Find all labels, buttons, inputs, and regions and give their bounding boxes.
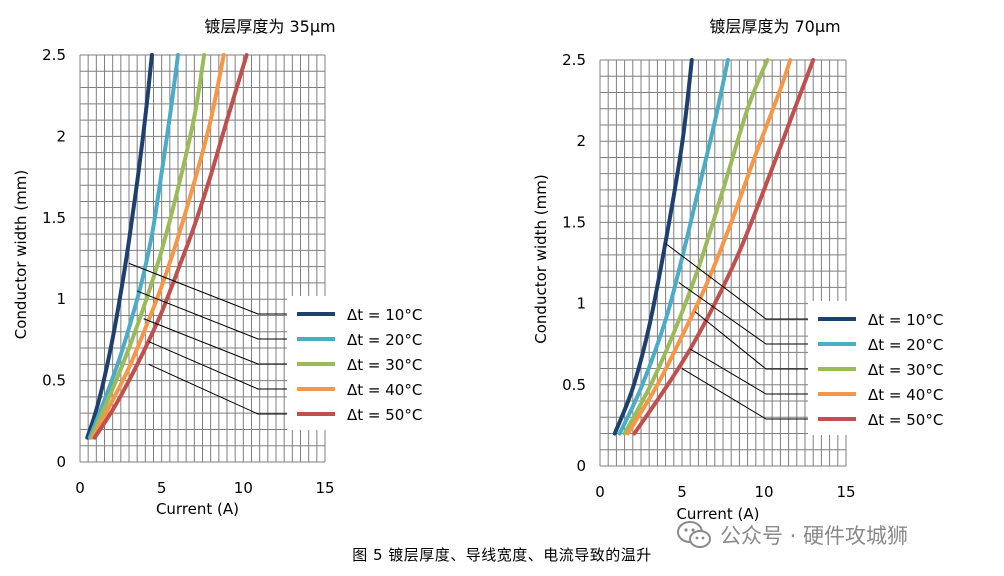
wechat-icon	[677, 521, 711, 548]
series-line-40c	[625, 58, 793, 436]
y-tick-label: 1.5	[42, 209, 66, 227]
figure-caption: 图 5 镀层厚度、导线宽度、电流导致的温升	[352, 546, 652, 564]
x-tick-label: 10	[234, 479, 253, 497]
leader-line	[148, 341, 287, 390]
y-tick-label: 1.5	[562, 213, 586, 231]
y-tick-label: 2.5	[42, 46, 66, 64]
watermark-text: 公众号 · 硬件攻城狮	[720, 524, 909, 548]
x-tick-label: 0	[595, 483, 605, 501]
chart-2: 镀层厚度为 70μm 0 5 10 15 0 0.5 1 1.5 2 2.5 Current (A) C…	[532, 17, 970, 523]
legend-label: Δt = 50°C	[868, 411, 943, 429]
leader-line	[143, 318, 287, 365]
x-tick-label: 10	[754, 483, 773, 501]
legend-label: Δt = 20°C	[868, 336, 943, 354]
y-axis-title: Conductor width (mm)	[12, 170, 30, 339]
series-line-30c	[622, 58, 770, 436]
series-line-20c	[87, 53, 180, 440]
x-axis-title: Current (A)	[676, 505, 759, 523]
legend-label: Δt = 10°C	[347, 306, 422, 324]
y-tick-label: 0	[56, 453, 66, 471]
y-tick-label: 2	[56, 127, 66, 145]
series-line-40c	[91, 53, 226, 440]
legend-label: Δt = 40°C	[347, 381, 422, 399]
leader-line	[136, 290, 287, 340]
series-line-50c	[632, 58, 816, 436]
leader-line	[689, 348, 808, 395]
watermark: 公众号 · 硬件攻城狮	[676, 520, 908, 550]
chart-title: 镀层厚度为 35μm	[204, 17, 335, 36]
y-tick-label: 2.5	[562, 51, 586, 69]
y-tick-label: 2	[576, 132, 586, 150]
leader-line	[148, 363, 287, 415]
leader-line	[678, 282, 808, 345]
series-line-10c	[85, 53, 154, 440]
series-line-20c	[617, 58, 730, 436]
chart-title: 镀层厚度为 70μm	[709, 17, 840, 36]
y-tick-label: 1	[56, 290, 66, 308]
y-tick-label: 1	[576, 295, 586, 313]
x-tick-label: 15	[836, 483, 855, 501]
series-line-30c	[89, 53, 207, 440]
y-tick-label: 0	[576, 457, 586, 475]
x-tick-label: 0	[75, 479, 85, 497]
x-axis-title: Current (A)	[156, 500, 239, 518]
legend-label: Δt = 20°C	[347, 331, 422, 349]
legend-label: Δt = 10°C	[868, 311, 943, 329]
series-line-50c	[92, 53, 249, 440]
leader-line	[694, 311, 808, 370]
leader-line	[128, 262, 287, 315]
series-line-10c	[612, 58, 694, 436]
x-tick-label: 5	[157, 479, 167, 497]
leader-line	[681, 368, 808, 420]
x-tick-label: 5	[677, 483, 687, 501]
chart-1: 镀层厚度为 35μm 0 5 10 15 0 0.5 1 1.5 2 2.5 Current (A) C…	[12, 17, 435, 518]
legend-label: Δt = 30°C	[868, 361, 943, 379]
legend-label: Δt = 50°C	[347, 406, 422, 424]
legend-label: Δt = 30°C	[347, 356, 422, 374]
y-tick-label: 0.5	[562, 376, 586, 394]
leader-line	[665, 243, 808, 320]
legend-label: Δt = 40°C	[868, 386, 943, 404]
y-tick-label: 0.5	[42, 372, 66, 390]
y-axis-title: Conductor width (mm)	[532, 174, 550, 343]
x-tick-label: 15	[315, 479, 334, 497]
